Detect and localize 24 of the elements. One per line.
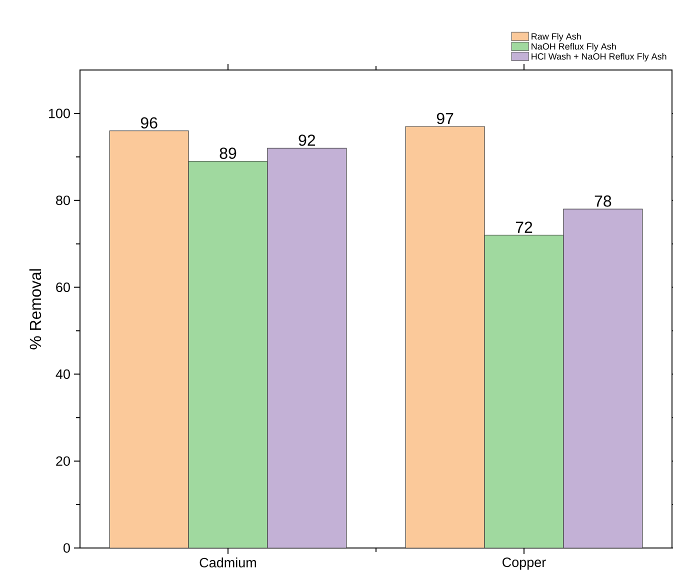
bar <box>405 126 485 548</box>
bar <box>267 148 347 548</box>
bar <box>484 234 564 548</box>
data-label: 92 <box>298 134 316 146</box>
data-label: 78 <box>594 195 612 207</box>
bar <box>188 160 268 548</box>
y-tick-label: 60 <box>56 282 70 292</box>
legend-label: NaOH Reflux Fly Ash <box>532 43 616 52</box>
bar <box>109 130 189 548</box>
legend-label: HCl Wash + NaOH Reflux Fly Ash <box>532 53 666 62</box>
legend-label: Raw Fly Ash <box>532 33 581 42</box>
data-label: 96 <box>140 117 158 129</box>
y-axis-title: % Removal <box>29 269 42 350</box>
y-tick-label: 100 <box>48 108 70 118</box>
data-label: 89 <box>220 148 236 159</box>
data-label: 97 <box>436 112 454 124</box>
bar <box>563 208 643 548</box>
x-tick-label: Copper <box>502 558 546 570</box>
x-tick-label: Cadmium <box>200 558 256 568</box>
data-label: 72 <box>516 222 532 233</box>
y-tick-label: 20 <box>56 456 70 466</box>
y-tick-label: 40 <box>56 369 70 379</box>
y-tick-label: 80 <box>56 196 70 206</box>
y-tick-label: 0 <box>64 543 70 553</box>
